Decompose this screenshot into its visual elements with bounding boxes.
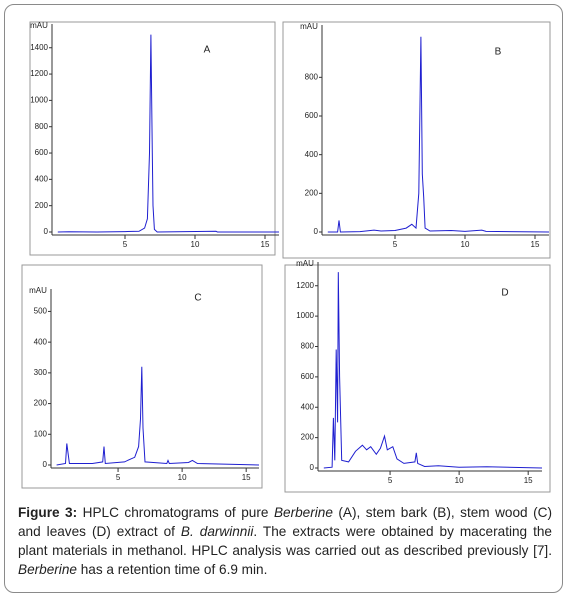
x-tick-label: 5 bbox=[393, 240, 398, 249]
caption-label: Figure 3: bbox=[18, 505, 78, 520]
caption-text: . The extracts were obtained by macerati… bbox=[18, 524, 556, 558]
y-tick-label: 1000 bbox=[30, 95, 48, 104]
y-tick-label: 0 bbox=[310, 463, 315, 472]
frame bbox=[4, 4, 563, 593]
y-tick-label: 400 bbox=[34, 337, 48, 346]
trace bbox=[56, 366, 260, 466]
y-tick-label: 600 bbox=[35, 148, 49, 157]
y-tick-label: 400 bbox=[35, 174, 49, 183]
caption-text: (A), stem bark (B), stem wood (C) and le… bbox=[18, 505, 556, 539]
y-tick-label: 1200 bbox=[296, 281, 314, 290]
y-axis-label: mAU bbox=[300, 22, 318, 31]
trace bbox=[327, 36, 550, 233]
x-tick-label: 15 bbox=[531, 240, 540, 249]
x-tick-label: 10 bbox=[455, 476, 464, 485]
x-tick-label: 15 bbox=[261, 240, 270, 249]
panel-label: D bbox=[501, 288, 508, 299]
y-tick-label: 400 bbox=[301, 402, 315, 411]
y-axis-label: mAU bbox=[29, 286, 47, 295]
panel-border bbox=[29, 21, 276, 256]
x-tick-label: 10 bbox=[191, 240, 200, 249]
panel-border bbox=[282, 21, 551, 259]
trace bbox=[323, 272, 543, 469]
y-axis-label: mAU bbox=[296, 259, 314, 268]
caption-text: HPLC chromatograms of pure bbox=[77, 505, 274, 520]
y-tick-label: 1000 bbox=[296, 311, 314, 320]
y-tick-label: 300 bbox=[34, 368, 48, 377]
trace bbox=[57, 34, 279, 233]
y-tick-label: 800 bbox=[305, 72, 319, 81]
x-tick-label: 10 bbox=[461, 240, 470, 249]
y-tick-label: 800 bbox=[301, 342, 315, 351]
caption-italic: Berberine bbox=[18, 562, 77, 577]
y-tick-label: 1200 bbox=[30, 69, 48, 78]
y-tick-label: 600 bbox=[305, 111, 319, 120]
y-tick-label: 100 bbox=[34, 429, 48, 438]
panel-label: B bbox=[495, 47, 502, 58]
caption-italic: Berberine bbox=[273, 505, 333, 520]
y-tick-label: 500 bbox=[34, 307, 48, 316]
x-tick-label: 5 bbox=[123, 240, 128, 249]
y-tick-label: 400 bbox=[305, 150, 319, 159]
y-tick-label: 0 bbox=[44, 227, 49, 236]
y-tick-label: 0 bbox=[43, 460, 48, 469]
caption-text: has a retention time of 6.9 min. bbox=[76, 562, 268, 577]
caption: Figure 3: HPLC chromatograms of pure Ber… bbox=[18, 503, 552, 579]
x-tick-label: 5 bbox=[116, 473, 121, 482]
x-tick-label: 10 bbox=[178, 473, 187, 482]
y-tick-label: 200 bbox=[301, 433, 315, 442]
y-axis-label: mAU bbox=[30, 21, 48, 30]
y-tick-label: 200 bbox=[34, 399, 48, 408]
y-tick-label: 600 bbox=[301, 372, 315, 381]
panel-label: C bbox=[194, 293, 201, 304]
caption-italic: B. darwinnii bbox=[180, 524, 254, 539]
y-tick-label: 1400 bbox=[30, 43, 48, 52]
y-tick-label: 0 bbox=[314, 227, 319, 236]
panel-label: A bbox=[204, 45, 211, 56]
panel-border bbox=[21, 264, 263, 489]
x-tick-label: 15 bbox=[524, 476, 533, 485]
panel-border bbox=[284, 264, 551, 493]
y-tick-label: 200 bbox=[35, 201, 49, 210]
y-tick-label: 200 bbox=[305, 188, 319, 197]
x-tick-label: 5 bbox=[388, 476, 393, 485]
y-tick-label: 800 bbox=[35, 122, 49, 131]
x-tick-label: 15 bbox=[242, 473, 251, 482]
